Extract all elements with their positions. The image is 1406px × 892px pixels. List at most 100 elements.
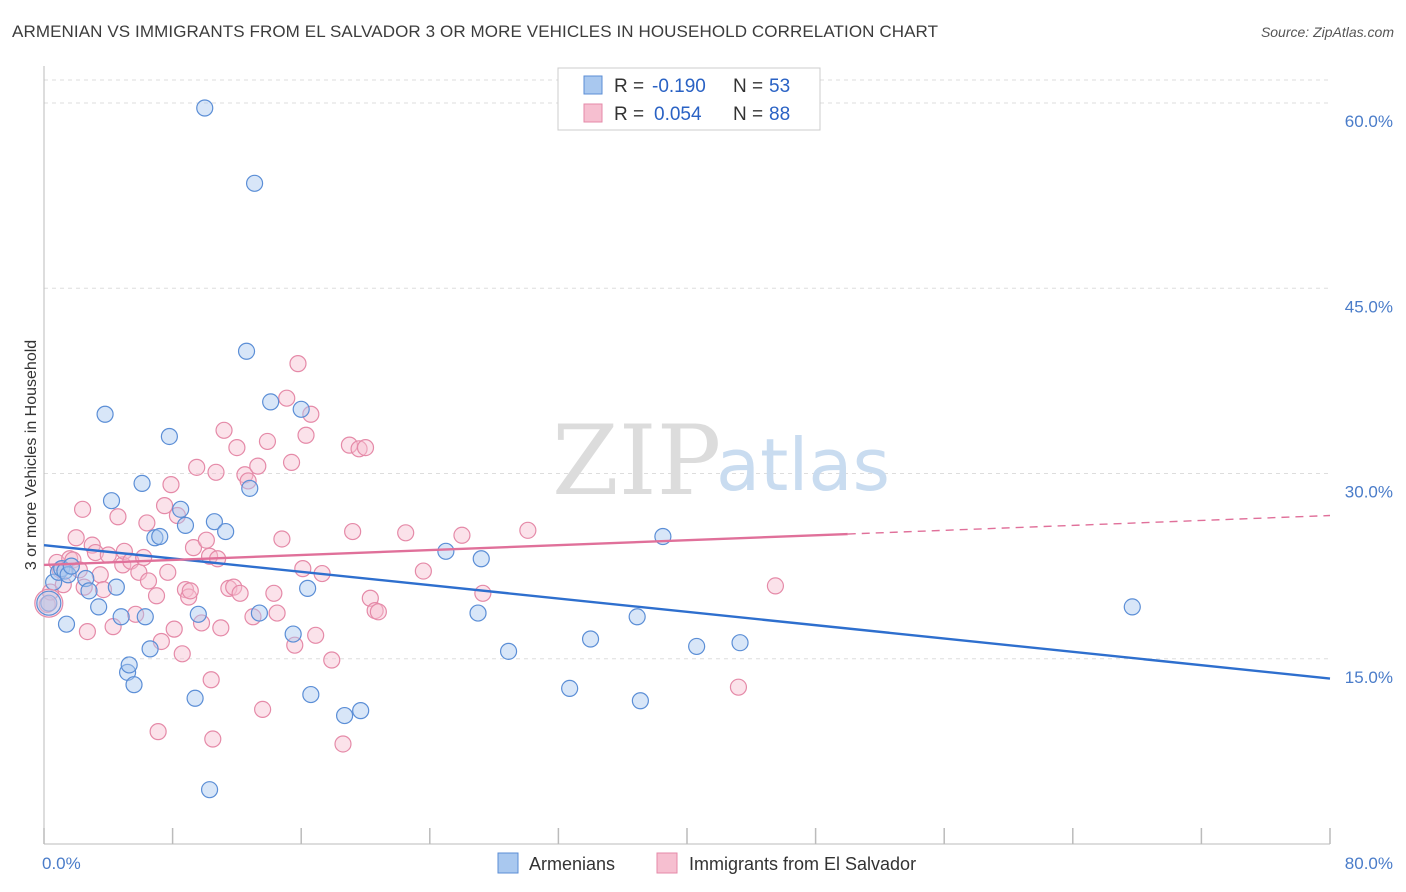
trend-line-el-salvador bbox=[43, 532, 848, 567]
legend-r-label: R = bbox=[614, 76, 644, 97]
point-el-salvador bbox=[91, 566, 109, 584]
point-el-salvador bbox=[86, 543, 105, 562]
point-armenians bbox=[1123, 598, 1141, 616]
point-armenians bbox=[581, 630, 600, 648]
point-armenians bbox=[96, 405, 114, 423]
point-el-salvador bbox=[265, 584, 283, 602]
legend-r-value: -0.190 bbox=[652, 76, 706, 97]
x-tick-label: 80.0% bbox=[1345, 854, 1393, 873]
point-el-salvador bbox=[180, 588, 198, 606]
point-armenians bbox=[133, 474, 151, 493]
point-armenians bbox=[120, 656, 138, 674]
point-el-salvador bbox=[67, 529, 85, 547]
point-el-salvador bbox=[289, 355, 307, 373]
point-armenians bbox=[336, 706, 354, 725]
point-armenians bbox=[36, 590, 62, 616]
series-name-armenians: Armenians bbox=[529, 854, 615, 874]
point-armenians bbox=[62, 557, 80, 575]
point-armenians bbox=[102, 492, 121, 510]
point-el-salvador bbox=[159, 563, 177, 581]
point-el-salvador bbox=[414, 562, 432, 580]
y-tick-label: 45.0% bbox=[1345, 297, 1393, 316]
point-el-salvador bbox=[181, 582, 199, 600]
point-el-salvador bbox=[73, 500, 92, 518]
point-armenians bbox=[245, 174, 264, 192]
legend-n-label: N = bbox=[733, 104, 763, 125]
point-el-salvador bbox=[356, 438, 375, 457]
x-tick-label: 0.0% bbox=[42, 854, 81, 873]
point-el-salvador bbox=[78, 622, 97, 641]
point-armenians bbox=[352, 702, 370, 720]
point-el-salvador bbox=[369, 603, 387, 621]
point-el-salvador bbox=[225, 578, 243, 596]
grid-lines bbox=[44, 79, 1330, 660]
watermark-atlas: atlas bbox=[716, 423, 890, 507]
point-el-salvador bbox=[302, 405, 320, 423]
point-armenians bbox=[112, 608, 130, 626]
point-el-salvador bbox=[94, 581, 113, 599]
y-tick-label: 30.0% bbox=[1345, 483, 1393, 502]
point-armenians bbox=[205, 513, 223, 531]
point-armenians bbox=[189, 605, 207, 623]
point-el-salvador bbox=[323, 651, 341, 669]
point-el-salvador bbox=[135, 548, 153, 567]
trend-line-el-salvador-dashed bbox=[847, 514, 1331, 535]
point-el-salvador bbox=[139, 572, 158, 590]
trend-line-armenians bbox=[43, 543, 1331, 680]
point-el-salvador bbox=[350, 440, 368, 458]
legend-swatch-el-salvador bbox=[583, 103, 603, 123]
point-el-salvador bbox=[249, 457, 267, 475]
point-el-salvador bbox=[188, 458, 206, 476]
series-swatch-el-salvador bbox=[656, 852, 678, 874]
watermark-zip: ZIP bbox=[552, 405, 721, 517]
point-el-salvador bbox=[204, 730, 222, 748]
point-el-salvador bbox=[155, 497, 174, 515]
series-legend: Armenians Immigrants from El Salvador bbox=[497, 852, 916, 874]
point-armenians bbox=[237, 342, 256, 360]
correlation-legend: R = -0.190 N = 53 R = 0.054 N = 88 bbox=[557, 67, 821, 131]
point-el-salvador bbox=[307, 626, 325, 644]
legend-n-value: 53 bbox=[769, 76, 790, 97]
series-swatch-armenians bbox=[497, 852, 519, 874]
point-armenians bbox=[186, 689, 204, 707]
legend-n-label: N = bbox=[733, 76, 763, 97]
data-points bbox=[34, 99, 1141, 799]
point-el-salvador bbox=[254, 700, 272, 718]
point-armenians bbox=[160, 427, 178, 446]
point-el-salvador bbox=[268, 604, 286, 622]
point-armenians bbox=[628, 608, 646, 626]
point-el-salvador bbox=[212, 619, 230, 637]
y-tick-labels: 15.0% 30.0% 45.0% 60.0% bbox=[1345, 112, 1393, 687]
point-armenians bbox=[299, 579, 317, 597]
point-armenians bbox=[499, 642, 518, 660]
point-el-salvador bbox=[115, 542, 133, 560]
point-armenians bbox=[136, 608, 154, 626]
point-armenians bbox=[631, 692, 649, 710]
point-armenians bbox=[292, 400, 310, 418]
point-armenians bbox=[40, 594, 58, 612]
point-armenians bbox=[561, 679, 579, 698]
point-el-salvador bbox=[70, 561, 88, 579]
point-armenians bbox=[731, 634, 749, 652]
series-name-el-salvador: Immigrants from El Salvador bbox=[689, 854, 916, 874]
legend-r-label: R = bbox=[614, 104, 644, 125]
point-armenians bbox=[437, 542, 455, 560]
point-el-salvador bbox=[197, 531, 215, 549]
point-armenians bbox=[472, 550, 490, 568]
y-tick-label: 60.0% bbox=[1345, 112, 1393, 131]
point-el-salvador bbox=[334, 735, 352, 753]
point-armenians bbox=[284, 625, 302, 643]
point-el-salvador bbox=[297, 426, 315, 444]
point-armenians bbox=[107, 578, 125, 596]
point-el-salvador bbox=[99, 546, 117, 564]
point-el-salvador bbox=[273, 530, 291, 548]
point-el-salvador bbox=[453, 526, 471, 544]
point-el-salvador bbox=[202, 671, 220, 689]
point-armenians bbox=[688, 637, 706, 656]
point-armenians bbox=[151, 527, 169, 546]
axes bbox=[43, 66, 1331, 845]
point-el-salvador bbox=[34, 588, 64, 618]
y-tick-label: 15.0% bbox=[1345, 668, 1393, 687]
point-armenians bbox=[196, 99, 214, 117]
point-el-salvador bbox=[207, 463, 225, 481]
